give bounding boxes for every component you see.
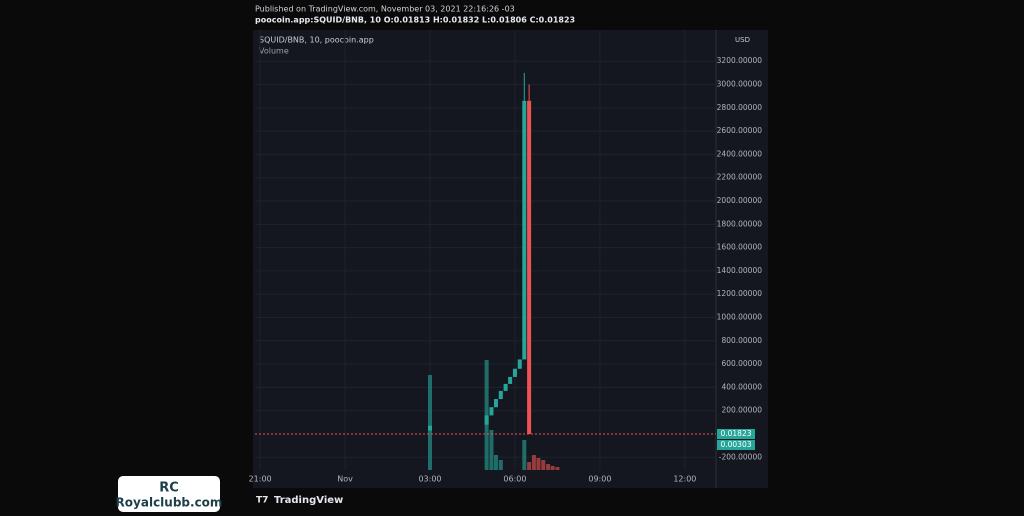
candle-body bbox=[503, 383, 508, 391]
volume-bar bbox=[536, 458, 541, 470]
x-tick-label: 09:00 bbox=[588, 475, 611, 484]
candle-body bbox=[489, 407, 494, 416]
volume-label: Volume bbox=[259, 47, 289, 56]
price-label-box bbox=[717, 429, 755, 440]
watermark-box bbox=[118, 476, 220, 512]
y-tick-label: 1600.00000 bbox=[717, 243, 763, 252]
candle-body bbox=[508, 376, 513, 384]
y-tick-label: 2200.00000 bbox=[717, 173, 763, 182]
candle-body bbox=[493, 399, 498, 408]
candle-body bbox=[498, 390, 503, 400]
volume-bar bbox=[555, 467, 560, 470]
y-tick-label: 3000.00000 bbox=[717, 80, 763, 89]
price-label: 0.00303 bbox=[720, 440, 751, 449]
y-tick-label: 1800.00000 bbox=[717, 219, 763, 228]
x-tick-label: 21:00 bbox=[249, 475, 272, 484]
y-tick-label: 2600.00000 bbox=[717, 126, 763, 135]
volume-bar bbox=[489, 430, 494, 470]
volume-bar bbox=[484, 360, 489, 470]
x-tick-label: 12:00 bbox=[673, 475, 696, 484]
y-tick-label: -200.00000 bbox=[719, 452, 762, 461]
candle-body bbox=[427, 425, 432, 431]
candle-body bbox=[512, 368, 517, 377]
x-tick-label: 03:00 bbox=[418, 475, 441, 484]
y-tick-label: 1000.00000 bbox=[717, 313, 763, 322]
grid: 21:00 Nov 03:00 06:00 09:00 12:00 3200.00000 30… bbox=[249, 30, 763, 488]
candle-body bbox=[527, 100, 532, 435]
volume-bar bbox=[498, 460, 503, 470]
volume-bar bbox=[527, 462, 532, 470]
volume-bar bbox=[427, 375, 432, 470]
volume-bar bbox=[541, 460, 546, 470]
legend: SQUID/BNB, 10, poocoin.app bbox=[259, 36, 374, 45]
published: Published on TradingView.com, November 0… bbox=[255, 5, 515, 14]
volume-bar bbox=[493, 455, 498, 470]
marks: 0.01823 0.00303 bbox=[255, 72, 755, 470]
x-tick-label: Nov bbox=[337, 475, 353, 484]
currency: USD bbox=[735, 36, 750, 44]
y-tick-label: 1400.00000 bbox=[717, 266, 763, 275]
volume-bar bbox=[546, 464, 551, 470]
volume-bar bbox=[522, 440, 527, 470]
watermark-logo: RC bbox=[159, 481, 179, 496]
volume-bar bbox=[550, 466, 555, 470]
price-label-box bbox=[717, 440, 755, 451]
y-tick-label: 2400.00000 bbox=[717, 149, 763, 158]
watermark-site: Royalclubb.com bbox=[116, 496, 223, 510]
y-tick-label: 200.00000 bbox=[721, 406, 762, 415]
y-tick-label: 1200.00000 bbox=[717, 289, 763, 298]
brand-logo: T7 bbox=[256, 496, 268, 506]
y-tick-label: 400.00000 bbox=[721, 382, 762, 391]
candle-body bbox=[522, 100, 527, 360]
price-label: 0.01823 bbox=[720, 429, 751, 438]
volume-bar bbox=[531, 455, 536, 470]
brand: TradingView bbox=[274, 495, 343, 506]
y-tick-label: 800.00000 bbox=[721, 336, 762, 345]
x-tick-label: 06:00 bbox=[503, 475, 526, 484]
y-tick-label: 600.00000 bbox=[721, 359, 762, 368]
y-tick-label: 3200.00000 bbox=[717, 56, 763, 65]
candle-body bbox=[517, 359, 522, 369]
y-tick-label: 2000.00000 bbox=[717, 196, 763, 205]
y-tick-label: 2800.00000 bbox=[717, 103, 763, 112]
symbol-line: poocoin.app:SQUID/BNB, 10 O:0.01813 H:0.… bbox=[255, 16, 575, 25]
chart-panel bbox=[253, 30, 768, 488]
candle-body bbox=[484, 415, 489, 425]
